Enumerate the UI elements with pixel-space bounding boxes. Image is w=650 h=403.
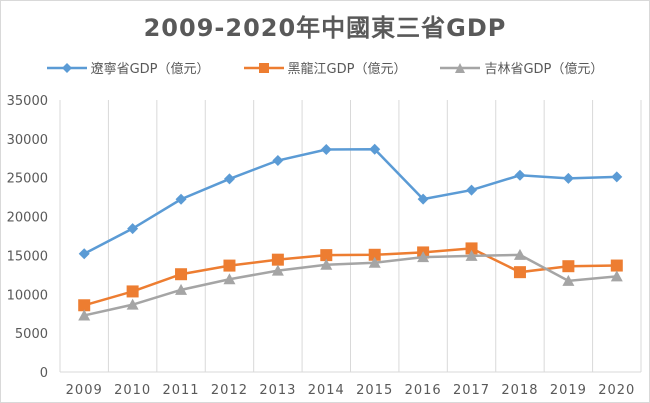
data-point-square	[562, 260, 575, 273]
legend-label: 吉林省GDP（億元）	[484, 62, 604, 77]
data-point-square	[78, 299, 91, 312]
data-point-square	[175, 268, 188, 281]
data-point-diamond	[514, 169, 526, 181]
x-tick-label: 2014	[308, 383, 345, 398]
x-tick-label: 2017	[453, 383, 490, 398]
data-point-triangle	[223, 273, 236, 285]
legend-item-jilin: 吉林省GDP（億元）	[440, 58, 603, 77]
data-point-square	[223, 259, 236, 272]
y-tick-label: 10000	[7, 288, 48, 303]
legend-item-liaoning: 遼寧省GDP（億元）	[46, 58, 210, 77]
data-point-triangle	[562, 274, 575, 286]
data-point-triangle	[320, 258, 333, 270]
legend-label: 遼寧省GDP（億元）	[90, 62, 210, 77]
series-line-0	[83, 147, 617, 255]
y-tick-label: 0	[40, 366, 48, 381]
y-tick-label: 30000	[7, 133, 48, 148]
data-point-square	[465, 242, 478, 255]
data-point-square	[610, 259, 623, 272]
data-point-diamond	[320, 144, 332, 156]
x-tick-label: 2010	[114, 383, 151, 398]
data-point-diamond	[369, 143, 381, 155]
data-point-square	[368, 248, 381, 261]
x-tick-label: 2015	[356, 383, 393, 398]
square-marker-icon	[243, 62, 284, 73]
chart-title: 2009-2020年中國東三省GDP	[143, 14, 507, 42]
x-tick-label: 2020	[598, 383, 635, 398]
data-point-square	[126, 285, 139, 298]
x-tick-label: 2012	[211, 383, 248, 398]
y-tick-label: 25000	[7, 172, 48, 187]
data-point-diamond	[223, 173, 235, 185]
data-point-diamond	[466, 184, 478, 196]
y-tick-label: 35000	[7, 94, 48, 109]
x-tick-label: 2019	[550, 383, 587, 398]
data-point-triangle	[610, 270, 623, 282]
data-point-square	[320, 249, 333, 262]
data-point-triangle	[126, 298, 139, 310]
legend-item-heilongjiang: 黑龍江GDP（億元）	[243, 58, 407, 77]
y-tick-label: 15000	[7, 249, 48, 264]
data-point-triangle	[513, 248, 526, 260]
x-tick-label: 2013	[259, 383, 296, 398]
series-line-1	[83, 247, 617, 307]
x-tick-label: 2011	[162, 383, 199, 398]
y-tick-label: 5000	[15, 327, 48, 342]
data-point-diamond	[175, 193, 187, 205]
data-point-square	[513, 266, 526, 279]
data-point-triangle	[417, 251, 430, 263]
data-point-diamond	[562, 172, 574, 184]
data-point-triangle	[465, 249, 478, 261]
x-tick-label: 2009	[66, 383, 103, 398]
diamond-marker-icon	[46, 62, 87, 73]
data-point-diamond	[417, 193, 429, 205]
data-point-diamond	[127, 223, 139, 235]
legend-label: 黑龍江GDP（億元）	[287, 62, 407, 77]
triangle-marker-icon	[440, 62, 481, 73]
data-point-diamond	[78, 248, 90, 260]
x-tick-label: 2016	[405, 383, 442, 398]
data-point-diamond	[272, 155, 284, 167]
data-point-triangle	[368, 256, 381, 268]
data-point-triangle	[271, 264, 284, 276]
legend: 遼寧省GDP（億元） 黑龍江GDP（億元） 吉林省GDP（億元）	[0, 58, 650, 77]
y-tick-label: 20000	[7, 211, 48, 226]
x-tick-label: 2018	[501, 383, 538, 398]
data-point-triangle	[78, 309, 91, 321]
data-point-triangle	[175, 283, 188, 295]
series-line-2	[83, 253, 617, 317]
data-point-square	[271, 253, 284, 266]
data-point-diamond	[611, 171, 623, 183]
